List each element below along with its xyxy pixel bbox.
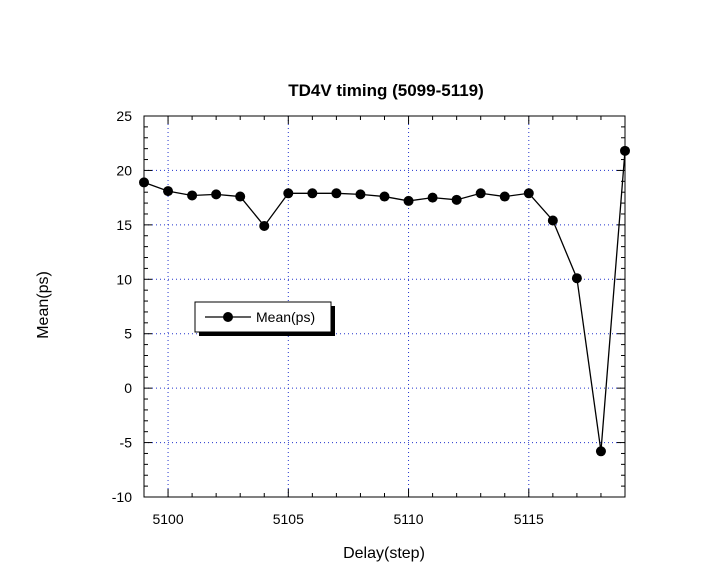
data-point (571, 273, 582, 284)
data-point (595, 446, 606, 457)
y-tick-label: 25 (116, 108, 132, 124)
data-point (379, 191, 390, 202)
data-point (451, 194, 462, 205)
y-tick-label: -5 (120, 435, 133, 451)
y-tick-label: 5 (124, 326, 132, 342)
data-point (283, 188, 294, 199)
data-point (403, 195, 414, 206)
y-tick-label: 10 (116, 271, 132, 287)
data-point (620, 145, 630, 156)
series-layer (139, 145, 630, 457)
data-point (307, 188, 318, 199)
ticks-layer: 5100 5105 5110 5115 -10 -5 0 5 10 15 20 25 (112, 108, 626, 527)
y-axis-label: Mean(ps) (35, 271, 52, 339)
legend-label: Mean(ps) (256, 309, 315, 325)
x-axis-label: Delay(step) (343, 545, 425, 562)
y-tick-label: 15 (116, 217, 132, 233)
data-point (499, 191, 510, 202)
x-tick-label: 5100 (152, 511, 183, 527)
data-point (547, 215, 558, 226)
chart-title: TD4V timing (5099-5119) (288, 81, 484, 100)
data-point (355, 189, 366, 200)
data-point (163, 186, 174, 197)
y-tick-label: 20 (116, 162, 132, 178)
legend: Mean(ps) (194, 301, 335, 336)
data-point (211, 189, 222, 200)
data-point (235, 191, 246, 202)
x-tick-label: 5115 (514, 511, 544, 527)
y-tick-label: -10 (112, 489, 132, 505)
legend-marker (223, 312, 233, 322)
y-tick-label: 0 (124, 380, 132, 396)
data-point (475, 188, 486, 199)
x-tick-label: 5110 (393, 511, 423, 527)
data-point (139, 177, 149, 188)
data-point (427, 192, 438, 203)
data-point (259, 220, 270, 231)
data-point (523, 188, 534, 199)
data-point (331, 188, 342, 199)
data-point (187, 190, 198, 201)
x-tick-label: 5105 (273, 511, 304, 527)
